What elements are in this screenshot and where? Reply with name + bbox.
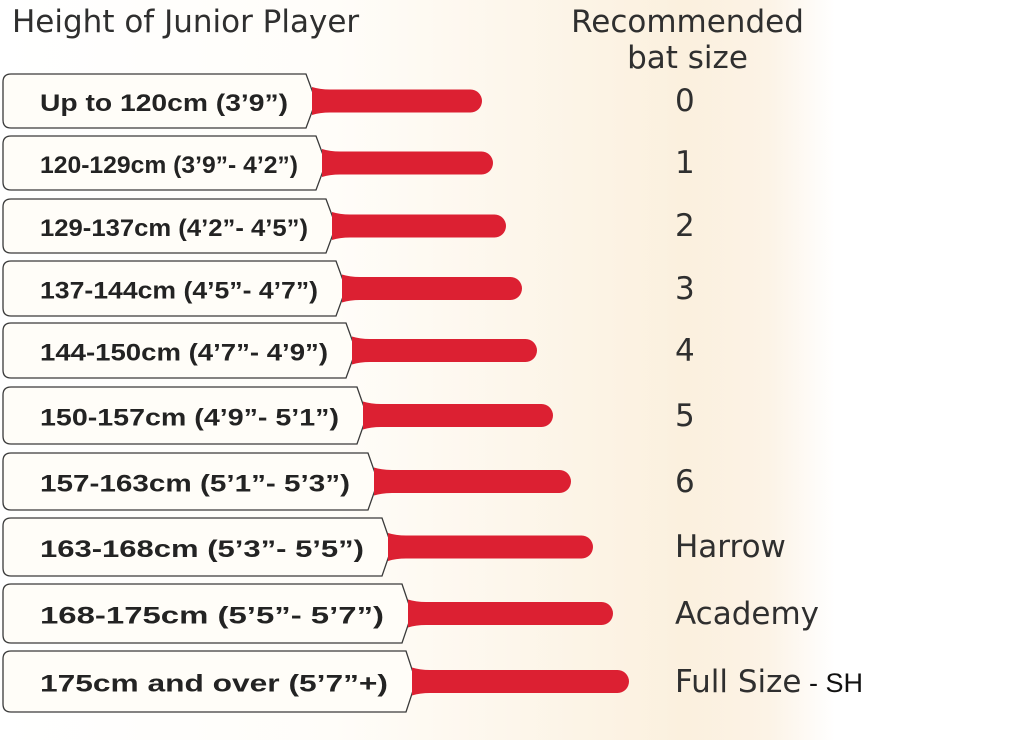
- bat-size-value: 6: [675, 464, 695, 500]
- bat-row: 137-144cm (4’5”- 4’7”): [2, 260, 522, 317]
- bat-row: 157-163cm (5’1”- 5’3”): [2, 452, 571, 511]
- bat-size-title-line1: Recommended: [571, 4, 804, 40]
- bat-blade: [2, 260, 347, 317]
- bat-handle: [408, 599, 613, 628]
- height-column-title: Height of Junior Player: [12, 4, 360, 40]
- bat-row: 175cm and over (5’7”+): [2, 650, 629, 713]
- height-range-label: 168-175cm (5’5”- 5’7”): [40, 603, 384, 630]
- bat-size-name: Full Size: [675, 663, 802, 700]
- bat-size-value: 4: [675, 333, 695, 369]
- bat-row: 129-137cm (4’2”- 4’5”): [2, 198, 506, 254]
- bat-size-name: Academy: [675, 595, 819, 632]
- bat-blade: [2, 135, 327, 191]
- bat-row: Up to 120cm (3’9”): [2, 73, 482, 129]
- bat-blade: [2, 73, 317, 129]
- bat-handle: [412, 667, 629, 696]
- bat-size-value: 5: [675, 398, 695, 434]
- height-range-label: 137-144cm (4’5”- 4’7”): [40, 278, 318, 305]
- height-range-label: 157-163cm (5’1”- 5’3”): [40, 471, 350, 498]
- bat-size-title-line2: bat size: [627, 40, 748, 76]
- height-range-label: 150-157cm (4’9”- 5’1”): [40, 405, 339, 432]
- bat-handle: [332, 212, 506, 240]
- bat-size-name: 0: [675, 83, 695, 119]
- bat-size-name: 1: [675, 145, 695, 181]
- bat-blade: [2, 650, 417, 713]
- bat-handle: [312, 87, 482, 115]
- bat-size-value: Harrow: [675, 529, 786, 565]
- bat-size-name: 5: [675, 397, 695, 434]
- bat-size-name: 6: [675, 463, 695, 500]
- bat-size-column-title: Recommended bat size: [555, 4, 820, 76]
- height-range-label: 163-168cm (5’3”- 5’5”): [40, 536, 364, 563]
- bat-size-value: 1: [675, 145, 695, 181]
- height-range-label: 144-150cm (4’7”- 4’9”): [40, 340, 328, 367]
- bat-handle: [363, 401, 553, 430]
- bat-handle: [388, 533, 593, 561]
- bat-blade: [2, 517, 393, 577]
- bat-size-name: 4: [675, 332, 695, 369]
- bat-size-value: 2: [675, 208, 695, 244]
- bat-handle: [342, 274, 522, 303]
- bat-row: 150-157cm (4’9”- 5’1”): [2, 386, 553, 445]
- bat-size-value: Academy: [675, 596, 819, 632]
- height-range-label: 129-137cm (4’2”- 4’5”): [40, 215, 308, 242]
- bat-blade: [2, 386, 368, 445]
- bat-blade: [2, 198, 337, 254]
- bat-handle: [352, 336, 537, 365]
- bat-size-value: 0: [675, 83, 695, 119]
- bat-row: 168-175cm (5’5”- 5’7”): [2, 583, 613, 644]
- bat-size-name: 2: [675, 208, 695, 244]
- bat-row: 120-129cm (3’9”- 4’2”): [2, 135, 494, 191]
- bat-size-value: Full Size - SH: [675, 664, 863, 701]
- bat-size-suffix: - SH: [801, 667, 864, 698]
- bat-size-name: Harrow: [675, 529, 786, 565]
- bat-blade: [2, 583, 413, 644]
- height-range-label: Up to 120cm (3’9”): [40, 90, 288, 117]
- bat-blade: [2, 452, 379, 511]
- height-range-label: 175cm and over (5’7”+): [40, 671, 388, 698]
- bat-blade: [2, 322, 357, 379]
- bat-row: 144-150cm (4’7”- 4’9”): [2, 322, 537, 379]
- bat-handle: [322, 149, 494, 177]
- bat-size-value: 3: [675, 271, 695, 307]
- bat-handle: [374, 467, 571, 496]
- height-range-label: 120-129cm (3’9”- 4’2”): [40, 152, 298, 179]
- bat-size-name: 3: [675, 270, 695, 307]
- bat-row: 163-168cm (5’3”- 5’5”): [2, 517, 593, 577]
